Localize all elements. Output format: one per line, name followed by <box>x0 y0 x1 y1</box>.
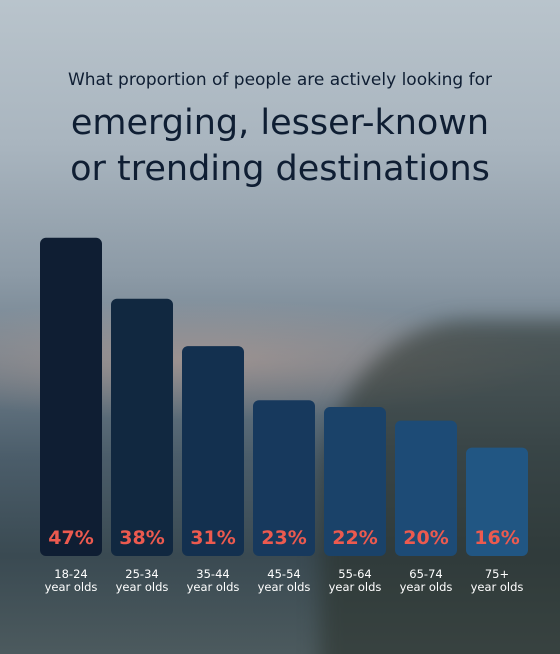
value-label: 38% <box>119 527 164 549</box>
category-label: 25-34 year olds <box>115 567 169 594</box>
chart-subtitle: What proportion of people are actively l… <box>67 70 493 90</box>
value-label: 31% <box>190 527 235 549</box>
bar <box>182 346 244 556</box>
bar <box>253 400 315 556</box>
category-label: 75+ year olds <box>470 567 524 594</box>
bar <box>395 420 457 556</box>
value-label: 16% <box>474 527 519 549</box>
value-label: 20% <box>403 527 448 549</box>
value-label: 22% <box>332 527 377 549</box>
chart-title: emerging, lesser-known or trending desti… <box>70 103 490 189</box>
bar <box>40 237 102 556</box>
bar <box>466 447 528 556</box>
bar <box>324 407 386 556</box>
value-label: 47% <box>48 527 93 549</box>
category-label: 35-44 year olds <box>186 567 240 594</box>
category-label: 45-54 year olds <box>257 567 311 594</box>
category-label: 55-64 year olds <box>328 567 382 594</box>
bar <box>111 298 173 556</box>
category-label: 18-24 year olds <box>44 567 98 594</box>
value-label: 23% <box>261 527 306 549</box>
category-label: 65-74 year olds <box>399 567 453 594</box>
